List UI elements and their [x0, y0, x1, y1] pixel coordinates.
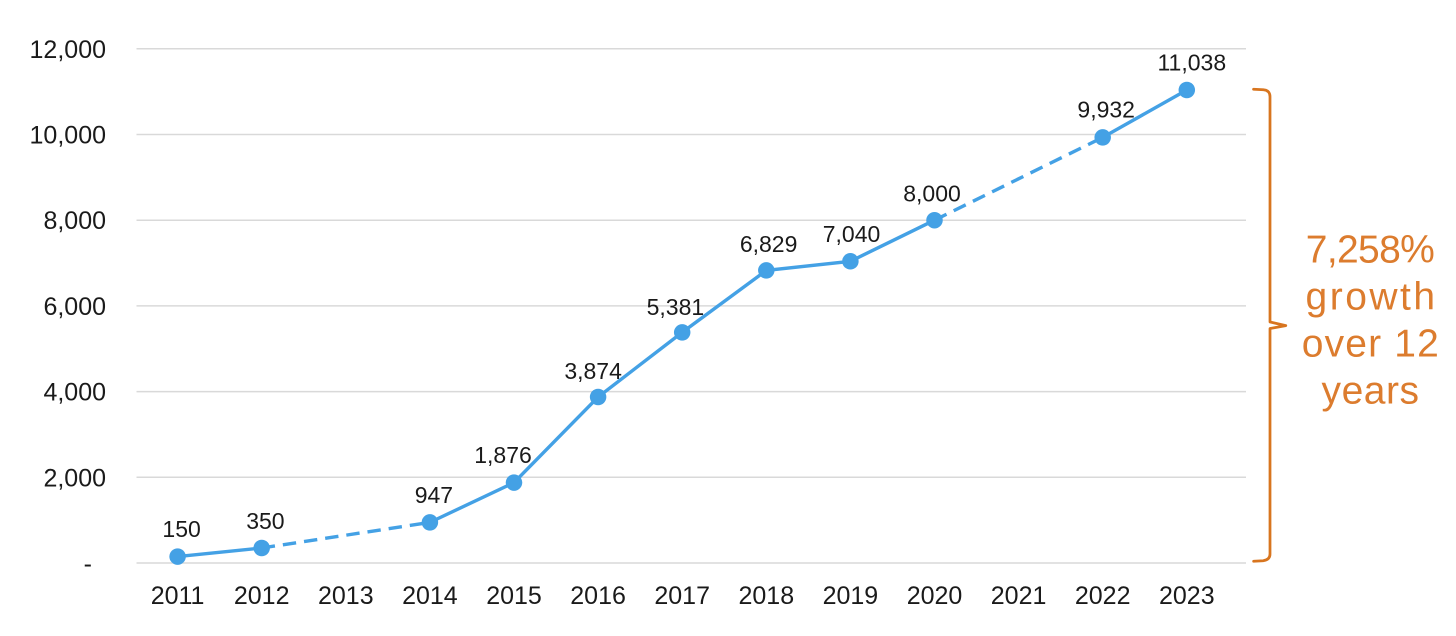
svg-text:6,000: 6,000 — [43, 293, 106, 321]
svg-text:11,038: 11,038 — [1157, 50, 1226, 76]
svg-text:6,829: 6,829 — [740, 231, 798, 257]
svg-text:-: - — [84, 550, 92, 578]
svg-text:2019: 2019 — [823, 582, 879, 610]
svg-text:2016: 2016 — [570, 582, 626, 610]
svg-text:years: years — [1322, 370, 1420, 413]
svg-text:2023: 2023 — [1159, 582, 1215, 610]
svg-text:12,000: 12,000 — [30, 36, 106, 64]
svg-text:3,874: 3,874 — [564, 358, 622, 384]
svg-text:2017: 2017 — [654, 582, 710, 610]
svg-text:2,000: 2,000 — [43, 464, 106, 492]
svg-text:1,876: 1,876 — [474, 442, 532, 468]
svg-text:2022: 2022 — [1075, 582, 1131, 610]
svg-text:2013: 2013 — [318, 582, 374, 610]
svg-text:2020: 2020 — [907, 582, 963, 610]
svg-text:7,040: 7,040 — [823, 221, 881, 247]
svg-text:2021: 2021 — [991, 582, 1047, 610]
svg-text:150: 150 — [162, 516, 200, 542]
svg-text:7,258%: 7,258% — [1306, 229, 1435, 272]
svg-text:350: 350 — [246, 508, 284, 534]
svg-text:2012: 2012 — [234, 582, 290, 610]
svg-text:growth: growth — [1306, 276, 1436, 319]
svg-text:947: 947 — [415, 482, 453, 508]
svg-text:10,000: 10,000 — [30, 122, 106, 150]
svg-text:over 12: over 12 — [1302, 323, 1439, 366]
svg-text:2014: 2014 — [402, 582, 458, 610]
svg-text:8,000: 8,000 — [903, 181, 961, 207]
svg-text:4,000: 4,000 — [43, 379, 106, 407]
svg-text:2018: 2018 — [738, 582, 794, 610]
svg-text:2011: 2011 — [151, 582, 205, 610]
svg-text:5,381: 5,381 — [647, 294, 705, 320]
svg-text:9,932: 9,932 — [1077, 97, 1135, 123]
svg-text:2015: 2015 — [486, 582, 542, 610]
svg-text:8,000: 8,000 — [43, 207, 106, 235]
